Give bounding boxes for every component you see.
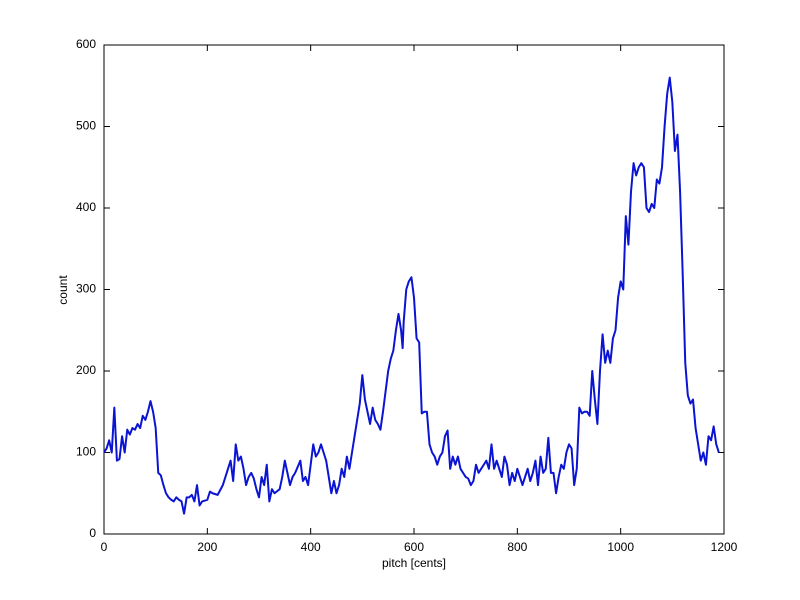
data-line bbox=[103, 76, 720, 515]
y-axis-label: count bbox=[56, 275, 70, 305]
x-axis-label: pitch [cents] bbox=[382, 556, 446, 570]
x-tick-label: 0 bbox=[101, 540, 108, 554]
y-tick-label: 400 bbox=[76, 200, 96, 214]
y-tick-label: 500 bbox=[76, 119, 96, 133]
x-tick-label: 600 bbox=[404, 540, 424, 554]
x-tick-label: 1000 bbox=[607, 540, 634, 554]
y-tick-label: 600 bbox=[76, 37, 96, 51]
y-tick-label: 0 bbox=[89, 526, 96, 540]
x-tick-label: 800 bbox=[507, 540, 527, 554]
x-tick-label: 400 bbox=[301, 540, 321, 554]
y-tick-label: 100 bbox=[76, 445, 96, 459]
x-tick-label: 200 bbox=[197, 540, 217, 554]
y-tick-label: 300 bbox=[76, 282, 96, 296]
x-tick-label: 1200 bbox=[711, 540, 738, 554]
y-tick-label: 200 bbox=[76, 363, 96, 377]
